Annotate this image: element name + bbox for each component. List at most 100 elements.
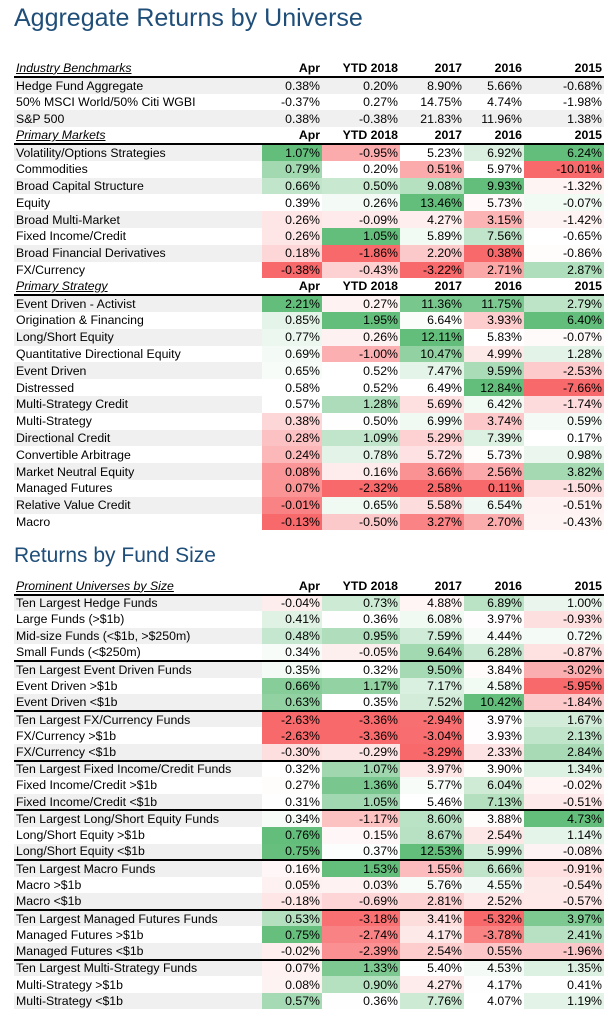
row-label: Broad Financial Derivatives [14, 244, 262, 262]
cell: 2.87% [524, 261, 604, 279]
cell: -1.42% [524, 211, 604, 228]
cell: 2.58% [400, 479, 464, 497]
cell: 13.46% [400, 194, 464, 212]
cell: 7.56% [464, 227, 524, 245]
cell: 0.27% [262, 777, 322, 794]
row-label: Ten Largest Hedge Funds [14, 594, 262, 612]
data-row: Event Driven >$1b 0.66% 1.17% 7.17% 4.58% -5.… [14, 677, 604, 695]
cell: 0.07% [262, 958, 322, 977]
cell: 5.23% [400, 143, 464, 161]
data-row: Directional Credit 0.28% 1.09% 5.29% 7.39% 0.… [14, 429, 604, 447]
cell: -2.32% [322, 479, 400, 497]
cell: 0.24% [262, 446, 322, 464]
cell: 3.93% [464, 727, 524, 744]
cell: 4.55% [464, 876, 524, 894]
cell: 3.97% [464, 611, 524, 628]
cell: 9.08% [400, 177, 464, 195]
cell: 0.35% [262, 659, 322, 678]
cell: 11.96% [464, 110, 524, 128]
cell: 0.90% [322, 976, 400, 993]
cell: 0.50% [322, 177, 400, 195]
column-header: 2016 [464, 127, 524, 145]
cell: 6.49% [400, 379, 464, 396]
row-label: Relative Value Credit [14, 496, 262, 514]
row-label: Market Neutral Equity [14, 463, 262, 480]
cell: -0.38% [322, 110, 400, 128]
cell: 5.73% [464, 194, 524, 212]
data-row: Ten Largest Macro Funds 0.16% 1.53% 1.55% 6.… [14, 859, 604, 877]
data-row: Volatility/Options Strategies 1.07% -0.95%… [14, 143, 604, 161]
cell: 4.17% [464, 976, 524, 993]
cell: 12.11% [400, 328, 464, 346]
cell: 4.74% [487, 94, 522, 109]
cell: -0.54% [524, 876, 604, 894]
row-label: Directional Credit [14, 429, 262, 447]
data-row: 50% MSCI World/50% Citi WGBI -0.37% 0.27% 1… [14, 94, 604, 111]
cell: 6.28% [464, 644, 524, 661]
row-label: Ten Largest FX/Currency Funds [14, 709, 262, 728]
row-label: Macro >$1b [16, 877, 82, 892]
cell: 0.26% [322, 328, 400, 346]
cell: 3.74% [464, 412, 524, 430]
cell: 2.21% [262, 295, 322, 312]
cell: 4.99% [464, 345, 524, 363]
cell: 2.81% [400, 893, 464, 910]
cell: 7.76% [400, 992, 464, 1010]
cell: 0.85% [262, 311, 322, 329]
cell: 5.72% [400, 446, 464, 464]
cell: -1.00% [322, 345, 400, 363]
cell: -0.95% [322, 143, 400, 161]
cell: 2.54% [400, 943, 464, 960]
cell: 0.08% [262, 976, 322, 993]
row-label: Ten Largest Managed Futures Funds [14, 908, 262, 927]
cell: 0.66% [262, 677, 322, 695]
row-label: Event Driven <$1b [14, 694, 262, 711]
cell: 0.73% [322, 594, 400, 612]
row-label: Ten Largest Event Driven Funds [14, 659, 262, 678]
row-label: S&P 500 [14, 110, 262, 128]
cell: 0.98% [524, 446, 604, 464]
cell: 0.59% [524, 412, 604, 430]
cell: 0.39% [262, 194, 322, 212]
row-label: FX/Currency [16, 262, 86, 277]
cell: -2.74% [322, 926, 400, 944]
cell: 3.97% [524, 908, 604, 927]
column-header: 2015 [524, 278, 604, 297]
cell: 5.46% [400, 793, 464, 811]
cell: 2.33% [464, 743, 524, 761]
header-row: Prominent Universes by Size Apr YTD 2018 20… [14, 578, 604, 596]
row-label: Managed Futures [16, 481, 113, 496]
cell: -1.32% [524, 177, 604, 195]
data-row: Large Funds (>$1b) 0.41% 0.36% 6.08% 3.97% -0… [14, 611, 604, 628]
data-row: Long/Short Equity 0.77% 0.26% 12.11% 5.83% -0… [14, 328, 604, 346]
data-row: Macro >$1b 0.05% 0.03% 5.76% 4.55% -0.54% [14, 876, 604, 894]
cell: 3.97% [464, 709, 524, 728]
cell: -7.66% [524, 379, 604, 396]
data-row: Market Neutral Equity 0.08% 0.16% 3.66% 2.56… [14, 463, 604, 480]
section-header: Industry Benchmarks [14, 60, 262, 78]
cell: -5.32% [464, 908, 524, 927]
cell: 7.47% [400, 362, 464, 380]
row-label: Long/Short Equity <$1b [14, 843, 262, 861]
data-row: Multi-Strategy <$1b 0.57% 0.36% 7.76% 4.07% 1… [14, 992, 604, 1010]
cell: -0.05% [322, 644, 400, 661]
cell: -0.08% [524, 843, 604, 861]
cell: 0.08% [262, 463, 322, 480]
cell: -5.95% [524, 677, 604, 695]
data-row: Fixed Income/Credit >$1b 0.27% 1.36% 5.77% 6… [14, 777, 604, 794]
cell: 0.57% [262, 992, 322, 1010]
cell: 1.28% [322, 395, 400, 413]
cell: -1.84% [524, 694, 604, 711]
data-row: Multi-Strategy Credit 0.57% 1.28% 5.69% 6.42… [14, 395, 604, 413]
cell: 0.51% [400, 160, 464, 178]
row-label: Distressed [16, 380, 75, 395]
cell: 0.15% [322, 826, 400, 844]
cell: 0.38% [464, 244, 524, 262]
cell: -0.43% [322, 261, 400, 279]
cell: -2.94% [400, 709, 464, 728]
column-header: 2016 [464, 578, 524, 596]
cell: 0.20% [322, 76, 400, 94]
cell: -0.13% [262, 513, 322, 531]
cell: 0.75% [262, 843, 322, 861]
cell: 0.16% [322, 463, 400, 480]
